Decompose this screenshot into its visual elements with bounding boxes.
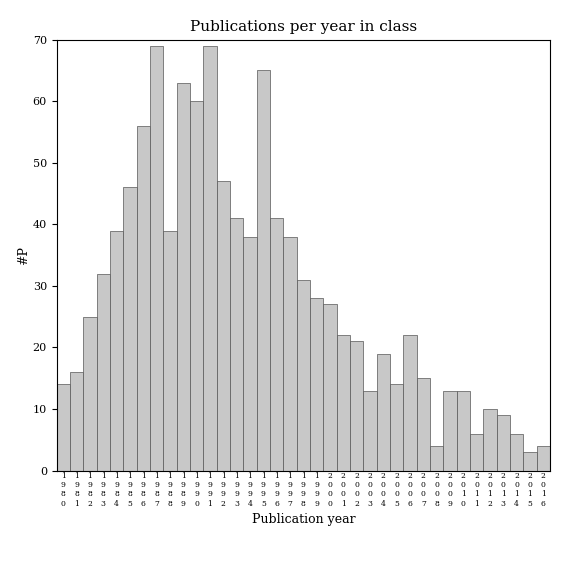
Bar — [376, 354, 390, 471]
Bar — [510, 434, 523, 471]
Bar — [110, 231, 124, 471]
Bar — [97, 274, 110, 471]
Bar — [297, 280, 310, 471]
X-axis label: Publication year: Publication year — [252, 513, 355, 526]
Bar — [470, 434, 483, 471]
Bar — [217, 181, 230, 471]
Bar — [124, 188, 137, 471]
Bar — [57, 384, 70, 471]
Bar — [523, 452, 536, 471]
Bar — [270, 218, 284, 471]
Bar — [70, 372, 83, 471]
Bar — [310, 298, 323, 471]
Bar — [163, 231, 177, 471]
Bar — [323, 304, 337, 471]
Bar — [497, 415, 510, 471]
Bar — [204, 46, 217, 471]
Bar — [403, 335, 417, 471]
Bar — [230, 218, 243, 471]
Bar — [363, 391, 376, 471]
Bar — [257, 70, 270, 471]
Bar — [137, 126, 150, 471]
Bar — [337, 335, 350, 471]
Bar — [177, 83, 190, 471]
Bar — [150, 46, 163, 471]
Bar — [536, 446, 550, 471]
Bar — [456, 391, 470, 471]
Title: Publications per year in class: Publications per year in class — [190, 20, 417, 35]
Y-axis label: #P: #P — [17, 246, 30, 265]
Bar — [190, 101, 204, 471]
Bar — [430, 446, 443, 471]
Bar — [417, 378, 430, 471]
Bar — [390, 384, 403, 471]
Bar — [243, 236, 257, 471]
Bar — [483, 409, 497, 471]
Bar — [284, 236, 297, 471]
Bar — [443, 391, 456, 471]
Bar — [83, 317, 97, 471]
Bar — [350, 341, 363, 471]
